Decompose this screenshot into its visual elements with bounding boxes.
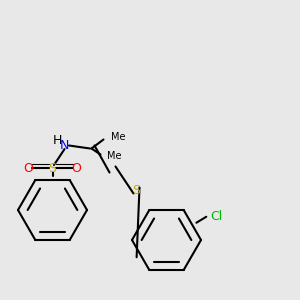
Text: Me: Me [106, 151, 121, 161]
Text: S: S [49, 161, 56, 175]
Text: Me: Me [111, 131, 125, 142]
Text: S: S [133, 184, 140, 197]
Text: Cl: Cl [210, 210, 222, 223]
Text: N: N [60, 139, 69, 152]
Text: O: O [24, 161, 33, 175]
Text: O: O [72, 161, 81, 175]
Text: H: H [52, 134, 62, 147]
